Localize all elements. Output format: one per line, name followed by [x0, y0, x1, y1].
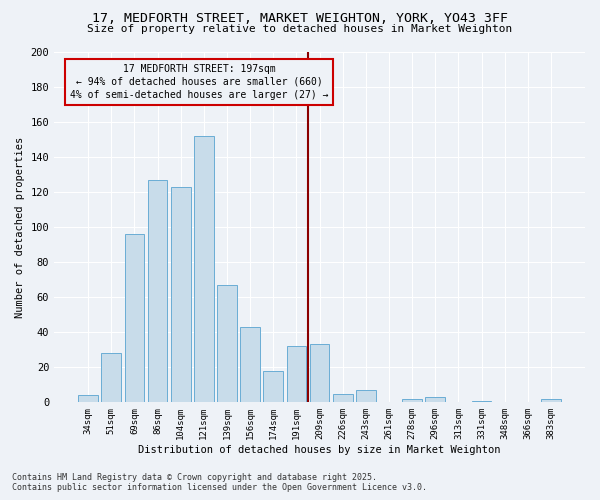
Text: 17, MEDFORTH STREET, MARKET WEIGHTON, YORK, YO43 3FF: 17, MEDFORTH STREET, MARKET WEIGHTON, YO…: [92, 12, 508, 26]
Bar: [194, 136, 214, 402]
Bar: [287, 346, 306, 403]
Bar: [356, 390, 376, 402]
Bar: [78, 396, 98, 402]
Bar: [263, 371, 283, 402]
Bar: [425, 397, 445, 402]
X-axis label: Distribution of detached houses by size in Market Weighton: Distribution of detached houses by size …: [139, 445, 501, 455]
Bar: [217, 285, 237, 403]
Bar: [171, 186, 191, 402]
Bar: [403, 399, 422, 402]
Bar: [241, 327, 260, 402]
Text: Size of property relative to detached houses in Market Weighton: Size of property relative to detached ho…: [88, 24, 512, 34]
Bar: [310, 344, 329, 403]
Bar: [148, 180, 167, 402]
Bar: [125, 234, 144, 402]
Y-axis label: Number of detached properties: Number of detached properties: [15, 136, 25, 318]
Bar: [101, 353, 121, 403]
Text: 17 MEDFORTH STREET: 197sqm
← 94% of detached houses are smaller (660)
4% of semi: 17 MEDFORTH STREET: 197sqm ← 94% of deta…: [70, 64, 328, 100]
Bar: [333, 394, 353, 402]
Bar: [472, 400, 491, 402]
Bar: [541, 399, 561, 402]
Text: Contains HM Land Registry data © Crown copyright and database right 2025.
Contai: Contains HM Land Registry data © Crown c…: [12, 473, 427, 492]
